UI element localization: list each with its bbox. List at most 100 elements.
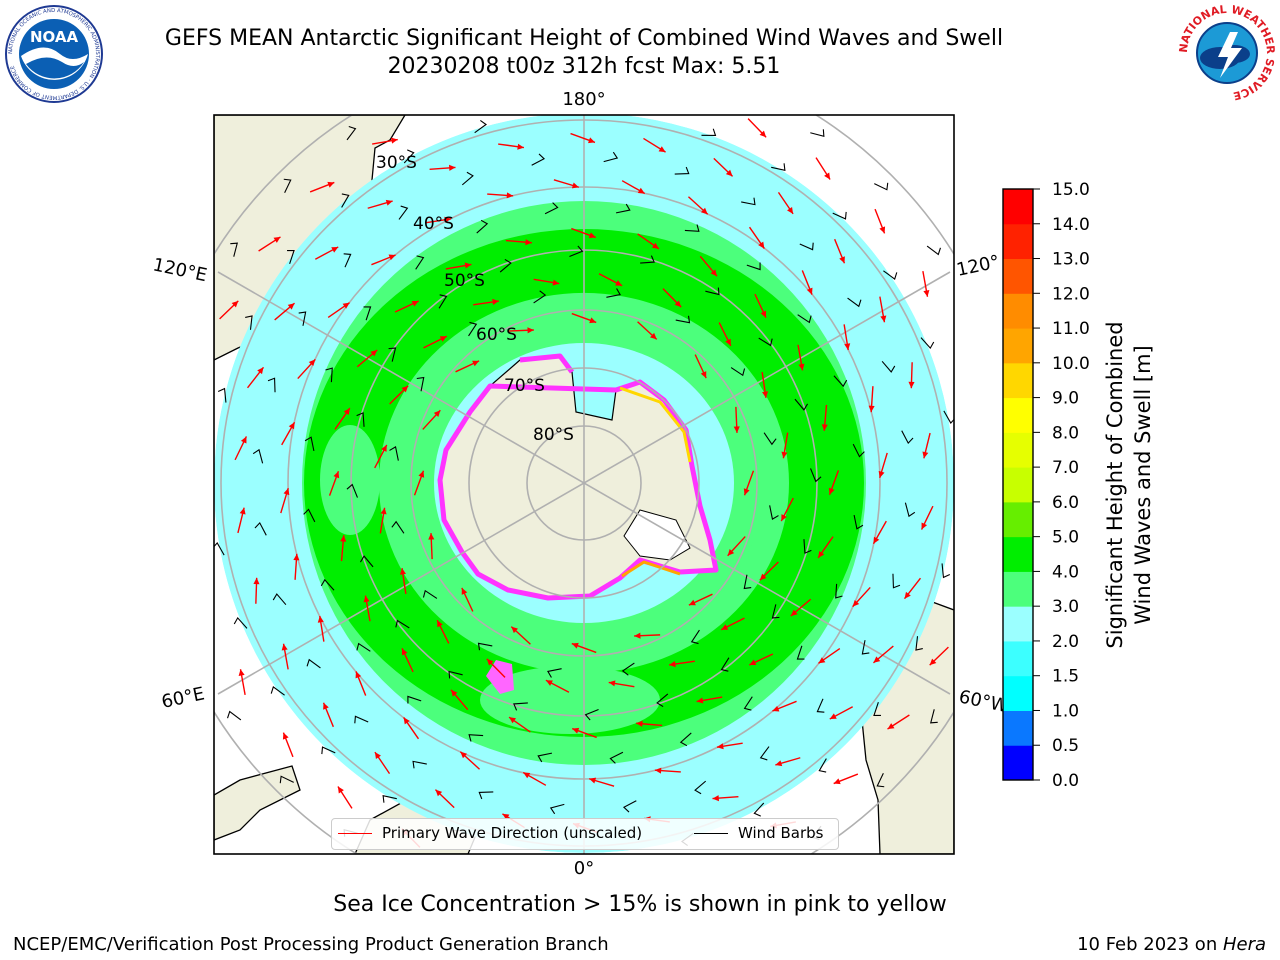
- wind-barb: [904, 502, 916, 518]
- wave-arrow-head: [571, 642, 579, 649]
- wind-barb: [320, 578, 335, 591]
- colorbar-segment: [1003, 467, 1033, 503]
- wave-arrow-head: [472, 360, 480, 367]
- wave-arrow-head: [340, 535, 347, 542]
- wave-arrow-head: [287, 303, 295, 310]
- colorbar-tick-label: 13.0: [1052, 250, 1090, 270]
- wave-arrow-head: [716, 743, 724, 750]
- wind-barb: [356, 412, 365, 427]
- wave-arrow-head: [923, 290, 930, 297]
- map-frame: [213, 114, 955, 855]
- wave-arrow-head: [636, 720, 643, 727]
- colorbar-segment: [1003, 640, 1033, 677]
- wind-barb: [876, 773, 885, 788]
- wind-barb: [468, 734, 484, 742]
- wave-arrow-head: [908, 381, 915, 389]
- wind-barb: [461, 171, 474, 186]
- lon-label-120e: 120°E: [151, 254, 209, 286]
- wind-barb: [799, 242, 814, 251]
- wave-arrow-head: [921, 522, 928, 530]
- wind-barb: [771, 163, 786, 172]
- lat-label-60s: 60°S: [476, 325, 517, 345]
- wave-arrow-head: [922, 451, 929, 459]
- colorbar-title-line1: Significant Height of Combined: [1103, 321, 1127, 648]
- legend-wave-label: Primary Wave Direction (unscaled): [382, 824, 643, 842]
- wave-arrow-head: [273, 236, 281, 243]
- legend-wind-swatch: [694, 833, 728, 834]
- footer-date: 10 Feb 2023 on Hera: [1077, 934, 1266, 955]
- wind-barb: [499, 258, 512, 273]
- wind-barb: [407, 695, 422, 704]
- wave-arrow-head: [873, 536, 880, 544]
- wave-arrow-head: [790, 609, 798, 616]
- colorbar-segment: [1003, 432, 1033, 468]
- wave-arrow-head: [798, 363, 805, 371]
- wind-barb: [438, 294, 448, 309]
- wind-barb: [835, 583, 843, 599]
- wave-arrow-head: [380, 507, 387, 515]
- colorbar-segment: [1003, 397, 1033, 433]
- wind-barb: [810, 468, 822, 483]
- wave-arrow-head: [821, 424, 828, 431]
- wave-arrow-head: [509, 717, 516, 724]
- wave-arrow-head: [828, 487, 835, 495]
- wind-barb: [656, 693, 669, 708]
- wave-arrow-head: [887, 723, 895, 730]
- legend-wind-entry: Wind Barbs: [694, 824, 823, 842]
- wave-arrow-head: [652, 242, 659, 249]
- wave-arrow-head: [374, 752, 381, 760]
- wind-barb: [306, 658, 321, 669]
- wave-arrow-head: [337, 786, 344, 794]
- wind-barb: [547, 668, 562, 678]
- wave-arrow-head: [308, 359, 316, 367]
- wave-arrow-head: [733, 426, 740, 433]
- colorbar-segment: [1003, 536, 1033, 572]
- wave-arrow-head: [929, 658, 937, 666]
- wind-barb: [796, 645, 805, 660]
- wind-barb: [606, 288, 621, 298]
- wave-arrow-head: [743, 488, 750, 496]
- wave-arrow-head: [824, 172, 831, 180]
- colorbar-tick-label: 12.0: [1052, 284, 1090, 304]
- wind-barb: [346, 126, 357, 141]
- wave-arrow-head: [650, 332, 657, 340]
- wave-arrow-head: [327, 181, 335, 188]
- lon-label-120w: 120°: [955, 251, 1002, 281]
- wind-barb: [245, 315, 253, 330]
- wave-arrow-head: [868, 405, 875, 413]
- wind-barb: [609, 751, 624, 764]
- wind-barb: [622, 800, 637, 813]
- wave-arrow-head: [637, 187, 645, 194]
- legend-wave-swatch: [338, 833, 372, 834]
- wave-arrow-head: [517, 143, 524, 150]
- lat-label-80s: 80°S: [533, 425, 574, 445]
- wind-barb: [531, 153, 546, 166]
- wind-barb: [569, 245, 584, 257]
- wind-barb: [730, 367, 746, 377]
- wave-arrow-head: [589, 317, 597, 324]
- wind-barb: [363, 306, 372, 321]
- colorbar-tick-label: 0.0: [1052, 771, 1079, 791]
- wave-arrow-head: [253, 577, 260, 585]
- colorbar-tick-label: 0.5: [1052, 736, 1079, 756]
- wave-arrow-head: [460, 751, 468, 759]
- wave-arrow-head: [712, 795, 719, 802]
- wind-barb: [356, 642, 371, 652]
- wind-barb: [674, 166, 690, 175]
- wave-arrow-head: [829, 713, 837, 720]
- wind-barb: [833, 375, 848, 388]
- wind-barb: [254, 521, 267, 536]
- wave-arrow-head: [433, 410, 441, 417]
- wind-barb: [816, 698, 825, 713]
- colorbar-tick-label: 4.0: [1052, 562, 1079, 582]
- wave-arrow-head: [725, 338, 731, 346]
- wind-barb: [474, 119, 487, 134]
- colorbar-tick-label: 3.0: [1052, 597, 1079, 617]
- wind-barb: [325, 367, 333, 383]
- wave-arrow-head: [772, 705, 780, 712]
- colorbar-segment: [1003, 328, 1033, 364]
- wind-barb: [915, 636, 923, 651]
- wave-arrow-head: [904, 591, 911, 599]
- wave-arrow-head: [523, 772, 531, 779]
